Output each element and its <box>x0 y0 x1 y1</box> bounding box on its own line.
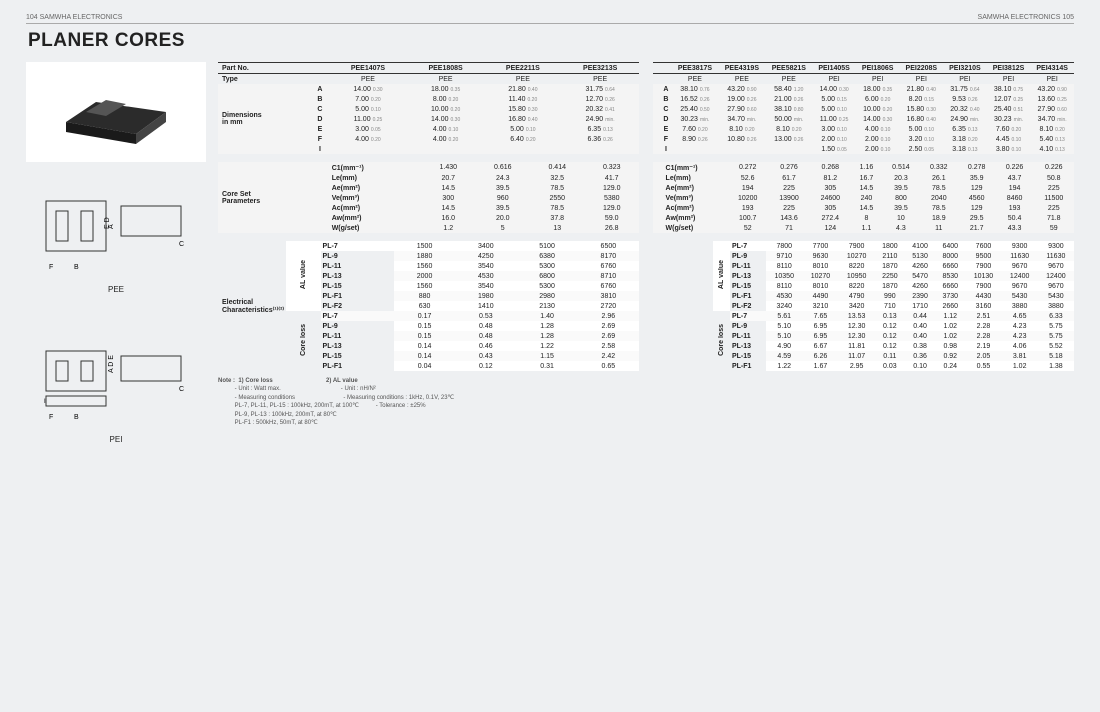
svg-text:F: F <box>49 264 53 271</box>
product-photo <box>26 62 206 162</box>
svg-text:C: C <box>179 386 184 393</box>
pee-caption: PEE <box>108 285 124 294</box>
left-column: F B A E D C PEE F B A D E <box>26 62 206 462</box>
header-left: 104 SAMWHA ELECTRONICS <box>26 14 122 21</box>
table-right: PEE3817SPEE4319SPEE5821SPEI1405SPEI1806S… <box>653 62 1074 462</box>
svg-text:F: F <box>49 414 53 421</box>
header-right: SAMWHA ELECTRONICS 105 <box>978 14 1074 21</box>
table-left: Part No.PEE1407SPEE1808SPEE2211SPEE3213S… <box>218 62 639 462</box>
page-title: PLANER CORES <box>28 30 1074 52</box>
pei-diagram: F B A D E C I PEI <box>26 322 206 462</box>
pei-caption: PEI <box>110 435 123 444</box>
pee-diagram: F B A E D C PEE <box>26 172 206 312</box>
svg-text:A D E: A D E <box>108 354 115 372</box>
svg-text:B: B <box>74 414 79 421</box>
page-header: 104 SAMWHA ELECTRONICS SAMWHA ELECTRONIC… <box>26 14 1074 24</box>
tables-area: Part No.PEE1407SPEE1808SPEE2211SPEE3213S… <box>218 62 1074 462</box>
svg-text:C: C <box>179 241 184 248</box>
catalog-spread: 104 SAMWHA ELECTRONICS SAMWHA ELECTRONIC… <box>0 0 1100 712</box>
svg-text:B: B <box>74 264 79 271</box>
svg-text:E D: E D <box>104 217 111 229</box>
